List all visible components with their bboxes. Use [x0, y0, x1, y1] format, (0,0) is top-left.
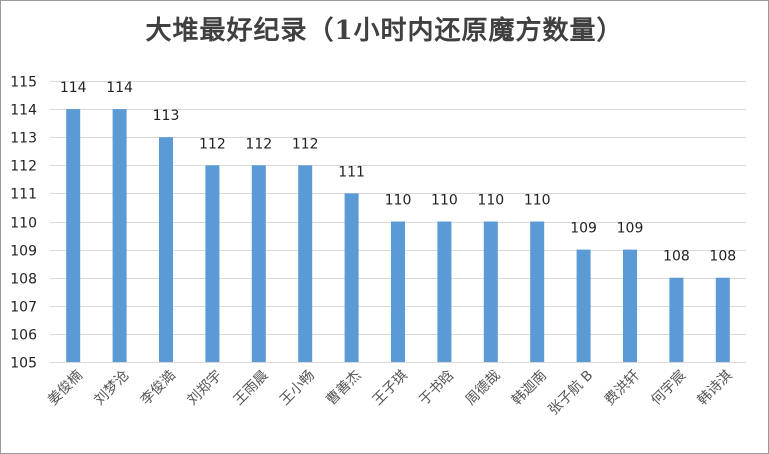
bar	[112, 109, 127, 362]
x-category-label: 韩诗淇	[695, 368, 736, 409]
bar	[159, 137, 173, 362]
bar	[669, 277, 684, 362]
data-label: 108	[663, 249, 690, 265]
x-category-label: 曹善杰	[323, 368, 364, 409]
data-label: 112	[245, 136, 272, 152]
y-tick-label: 107	[10, 300, 37, 316]
data-label: 114	[106, 80, 133, 96]
y-tick-label: 108	[10, 272, 37, 288]
y-tick-label: 114	[10, 103, 37, 119]
bar	[251, 165, 266, 362]
data-label: 110	[524, 193, 551, 209]
data-label: 110	[385, 193, 412, 209]
data-label: 108	[709, 249, 736, 265]
bar	[576, 249, 591, 362]
chart-title: 大堆最好纪录（1小时内还原魔方数量）	[145, 16, 624, 46]
y-tick-label: 111	[10, 187, 37, 203]
x-category-label: 韩迦南	[509, 368, 550, 409]
data-label: 114	[60, 80, 87, 96]
x-category-label: 姜俊楠	[45, 368, 86, 409]
data-label: 109	[570, 221, 597, 237]
data-label: 110	[431, 193, 458, 209]
data-label: 112	[199, 136, 226, 152]
bar	[715, 277, 730, 362]
x-category-label: 于书晗	[416, 367, 458, 409]
bar	[437, 221, 452, 362]
x-category-label: 刘梦沧	[91, 367, 133, 409]
y-tick-label: 109	[10, 244, 37, 260]
data-label: 110	[477, 193, 504, 209]
x-category-label: 费洪轩	[602, 368, 643, 409]
y-tick-label: 105	[10, 356, 37, 372]
bar	[205, 165, 220, 362]
x-category-label: 王子琪	[370, 368, 411, 409]
bar	[530, 221, 545, 362]
bar	[66, 109, 81, 362]
data-label: 112	[292, 136, 319, 152]
x-category-label: 周德哉	[463, 368, 504, 409]
y-tick-label: 113	[10, 131, 37, 147]
data-label: 109	[617, 221, 644, 237]
x-category-label: 刘郑宇	[184, 368, 225, 409]
y-axis-ticks: 105 106 107 108 109 110 111 112 113 114 115	[10, 75, 37, 372]
data-label: 111	[338, 164, 365, 180]
bar	[344, 193, 359, 362]
x-category-label: 李俊澔	[138, 368, 179, 409]
y-tick-label: 106	[10, 328, 37, 344]
x-category-label: 何宇宸	[648, 367, 690, 409]
bar	[623, 249, 637, 362]
data-labels: 114 114 113 112 112 112 111 110 110 110 110 109 109 1…	[60, 80, 736, 265]
x-category-label: 张子航 B	[545, 368, 596, 419]
x-category-label: 王小畅	[277, 368, 318, 409]
y-tick-label: 112	[10, 159, 37, 175]
data-label: 113	[153, 108, 180, 124]
bar	[298, 165, 313, 362]
bar	[391, 221, 405, 362]
bars	[66, 109, 730, 362]
y-tick-label: 110	[10, 216, 37, 232]
bar	[483, 221, 498, 362]
y-tick-label: 115	[10, 75, 37, 91]
x-category-label: 王雨晨	[231, 368, 272, 409]
